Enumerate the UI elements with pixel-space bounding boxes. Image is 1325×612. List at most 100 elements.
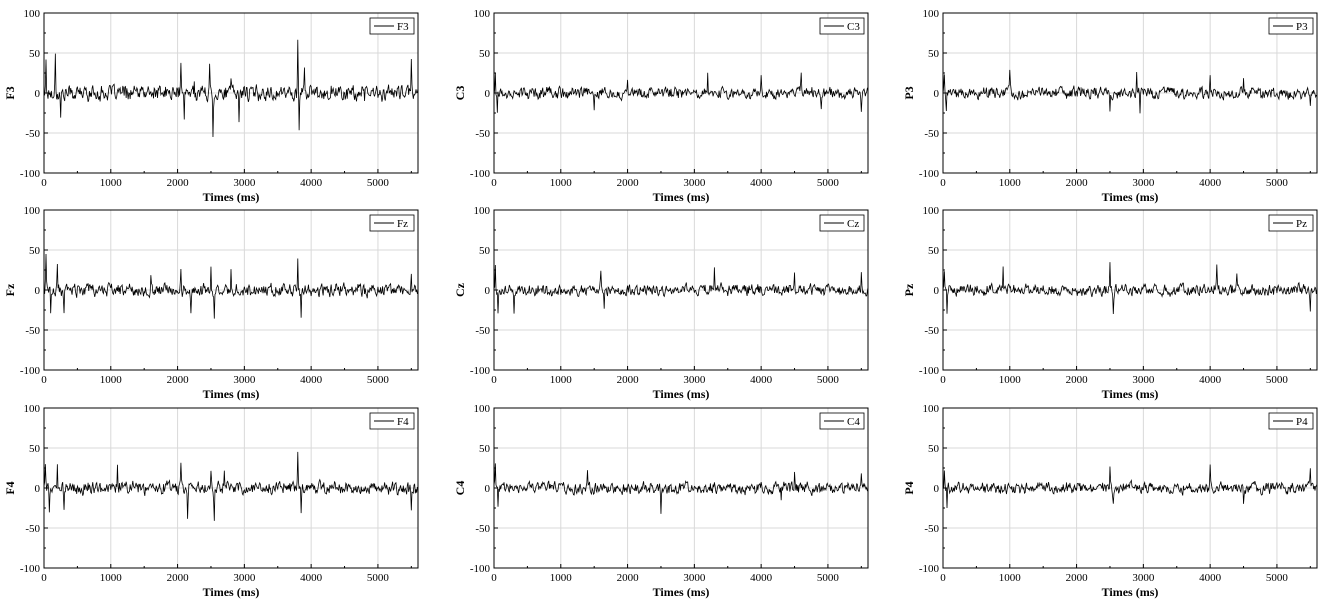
y-tick-label: 100 — [474, 403, 491, 415]
legend-label: F4 — [397, 416, 409, 428]
x-tick-label: 1000 — [999, 572, 1022, 584]
legend-label: F3 — [397, 21, 409, 33]
legend: Fz — [369, 214, 415, 232]
y-tick-label: 0 — [35, 88, 41, 100]
x-tick-label: 5000 — [1266, 572, 1289, 584]
x-tick-label: 5000 — [1266, 374, 1289, 386]
x-tick-label: 1000 — [999, 177, 1022, 189]
x-tick-label: 3000 — [683, 177, 706, 189]
legend-label: P4 — [1296, 416, 1308, 428]
x-axis-title: Times (ms) — [653, 190, 710, 204]
x-tick-label: 0 — [940, 572, 946, 584]
y-tick-label: -50 — [475, 128, 490, 140]
y-tick-label: -100 — [919, 168, 940, 180]
legend: Cz — [819, 214, 865, 232]
x-tick-label: 1000 — [100, 572, 123, 584]
series-line-c4 — [493, 463, 869, 514]
eeg-panel-cz: 0 1000 2000 3000 4000 5000 100 50 0 -50 -100 Times … — [453, 205, 869, 401]
y-tick-label: 100 — [923, 205, 940, 217]
x-tick-label: 3000 — [233, 374, 256, 386]
eeg-panel-p3: 0 1000 2000 3000 4000 5000 100 50 0 -50 -100 Times … — [902, 8, 1318, 204]
y-tick-label: 50 — [928, 245, 940, 257]
y-tick-label: 100 — [474, 205, 491, 217]
x-tick-label: 5000 — [367, 572, 390, 584]
y-tick-label: 50 — [479, 48, 491, 60]
y-tick-label: 50 — [29, 443, 41, 455]
y-tick-label: 100 — [474, 8, 491, 20]
x-axis-title: Times (ms) — [1102, 387, 1159, 401]
x-tick-label: 1000 — [100, 374, 123, 386]
y-tick-label: 50 — [928, 48, 940, 60]
x-tick-label: 1000 — [100, 177, 123, 189]
y-tick-label: 0 — [934, 88, 940, 100]
y-tick-label: -100 — [20, 563, 41, 575]
x-tick-label: 5000 — [817, 572, 840, 584]
y-tick-label: -100 — [919, 365, 940, 377]
series-line-f4 — [43, 451, 419, 521]
x-axis-title: Times (ms) — [203, 387, 260, 401]
legend-label: C3 — [847, 21, 860, 33]
y-tick-label: -100 — [470, 563, 491, 575]
legend-label: Pz — [1296, 218, 1307, 230]
y-tick-label: 50 — [479, 443, 491, 455]
legend: P4 — [1268, 412, 1314, 430]
x-tick-label: 4000 — [750, 572, 773, 584]
x-tick-label: 2000 — [617, 177, 640, 189]
x-axis-title: Times (ms) — [203, 190, 260, 204]
legend: Pz — [1268, 214, 1314, 232]
x-tick-label: 0 — [940, 177, 946, 189]
x-tick-label: 0 — [41, 177, 47, 189]
x-tick-label: 2000 — [167, 177, 190, 189]
y-tick-label: -50 — [924, 325, 939, 337]
x-tick-label: 3000 — [1132, 572, 1155, 584]
y-tick-label: -50 — [475, 523, 490, 535]
legend-label: P3 — [1296, 21, 1308, 33]
y-tick-label: -50 — [924, 523, 939, 535]
y-tick-label: 0 — [35, 285, 41, 297]
eeg-panel-f3: 0 1000 2000 3000 4000 5000 100 50 0 -50 -100 Times … — [3, 8, 419, 204]
series-line-fz — [43, 254, 419, 319]
x-tick-label: 0 — [491, 572, 497, 584]
eeg-panel-c3: 0 1000 2000 3000 4000 5000 100 50 0 -50 -100 Times … — [453, 8, 869, 204]
x-axis-title: Times (ms) — [653, 387, 710, 401]
x-tick-label: 2000 — [167, 572, 190, 584]
x-tick-label: 1000 — [550, 374, 573, 386]
x-tick-label: 3000 — [1132, 374, 1155, 386]
x-tick-label: 4000 — [300, 572, 323, 584]
series-line-f3 — [43, 39, 419, 138]
legend: P3 — [1268, 17, 1314, 35]
legend-label: C4 — [847, 416, 860, 428]
y-tick-label: 100 — [923, 403, 940, 415]
y-tick-label: 0 — [934, 285, 940, 297]
y-tick-label: -50 — [25, 325, 40, 337]
x-tick-label: 0 — [940, 374, 946, 386]
y-axis-title: Cz — [453, 282, 467, 297]
x-axis-title: Times (ms) — [653, 585, 710, 599]
x-tick-label: 4000 — [1199, 374, 1222, 386]
eeg-panel-f4: 0 1000 2000 3000 4000 5000 100 50 0 -50 -100 Times … — [3, 403, 419, 599]
y-axis-title: C3 — [453, 86, 467, 101]
y-axis-title: Pz — [902, 283, 916, 296]
x-tick-label: 4000 — [750, 374, 773, 386]
x-tick-label: 2000 — [1066, 177, 1089, 189]
x-tick-label: 2000 — [167, 374, 190, 386]
x-tick-label: 0 — [491, 177, 497, 189]
y-tick-label: 0 — [485, 88, 491, 100]
y-tick-label: 50 — [29, 245, 41, 257]
series-line-p3 — [942, 69, 1318, 114]
y-axis-title: P4 — [902, 481, 916, 494]
y-axis-title: C4 — [453, 481, 467, 496]
legend: C3 — [819, 17, 865, 35]
y-tick-label: -100 — [20, 168, 41, 180]
series-line-cz — [493, 265, 869, 314]
y-tick-label: 0 — [485, 483, 491, 495]
x-tick-label: 5000 — [367, 177, 390, 189]
y-axis-title: F3 — [3, 86, 17, 99]
y-axis-title: P3 — [902, 86, 916, 99]
y-tick-label: 100 — [923, 8, 940, 20]
legend: C4 — [819, 412, 865, 430]
series-line-pz — [942, 262, 1318, 315]
x-tick-label: 5000 — [817, 374, 840, 386]
y-tick-label: 0 — [35, 483, 41, 495]
y-axis-title: F4 — [3, 481, 17, 494]
